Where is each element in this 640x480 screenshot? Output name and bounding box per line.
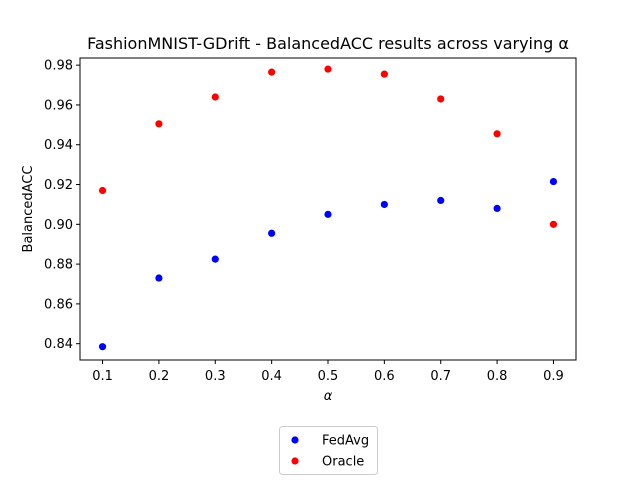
y-tick-label: 0.90 (44, 218, 73, 233)
x-tick-label: 0.3 (205, 369, 226, 384)
y-tick-label: 0.88 (44, 258, 73, 273)
oracle-point (549, 220, 558, 228)
x-tick-label: 0.6 (374, 369, 395, 384)
y-tick-label: 0.92 (44, 178, 73, 193)
legend-label-oracle: Oracle (322, 455, 364, 470)
y-axis-label: BalancedACC (21, 166, 36, 253)
x-tick-label: 0.7 (430, 369, 451, 384)
y-tick-label: 0.84 (44, 337, 73, 352)
legend: FedAvg Oracle (279, 426, 378, 475)
fedavg-point (324, 210, 332, 218)
x-tick-label: 0.5 (318, 369, 339, 384)
oracle-point (268, 68, 276, 76)
legend-marker-oracle (291, 457, 299, 465)
fedavg-point (437, 196, 445, 205)
oracle-point (155, 120, 163, 128)
y-axis: 0.84 0.86 0.88 0.90 0.92 0.94 0.96 0.98 (44, 59, 80, 352)
oracle-point (98, 186, 107, 195)
y-tick-label: 0.94 (44, 138, 73, 153)
fedavg-point (380, 200, 388, 209)
fedavg-point (155, 274, 163, 282)
fedavg-point (211, 255, 219, 263)
oracle-point (493, 130, 501, 138)
fedavg-point (493, 204, 501, 213)
x-tick-label: 0.8 (487, 369, 508, 384)
y-tick-label: 0.96 (44, 98, 73, 113)
oracle-point (437, 95, 445, 103)
fedavg-point (268, 229, 276, 237)
x-tick-label: 0.2 (149, 369, 170, 384)
legend-marker-fedavg (291, 436, 299, 444)
x-tick-label: 0.9 (543, 369, 564, 384)
x-axis-label: α (324, 389, 333, 404)
legend-label-fedavg: FedAvg (322, 434, 369, 449)
x-tick-label: 0.1 (92, 369, 113, 384)
fedavg-point (549, 177, 558, 186)
fedavg-point (98, 343, 107, 351)
x-axis: 0.1 0.2 0.3 0.4 0.5 0.6 0.7 0.8 0.9 (92, 360, 564, 384)
oracle-point (380, 70, 388, 78)
oracle-point (324, 65, 332, 73)
oracle-point (211, 93, 219, 101)
chart-title: FashionMNIST-GDrift - BalancedACC result… (87, 34, 569, 53)
legend-frame (279, 426, 378, 475)
y-tick-label: 0.98 (44, 59, 73, 74)
x-tick-label: 0.4 (261, 369, 282, 384)
plot-area-frame (79, 57, 577, 361)
y-tick-label: 0.86 (44, 297, 73, 312)
